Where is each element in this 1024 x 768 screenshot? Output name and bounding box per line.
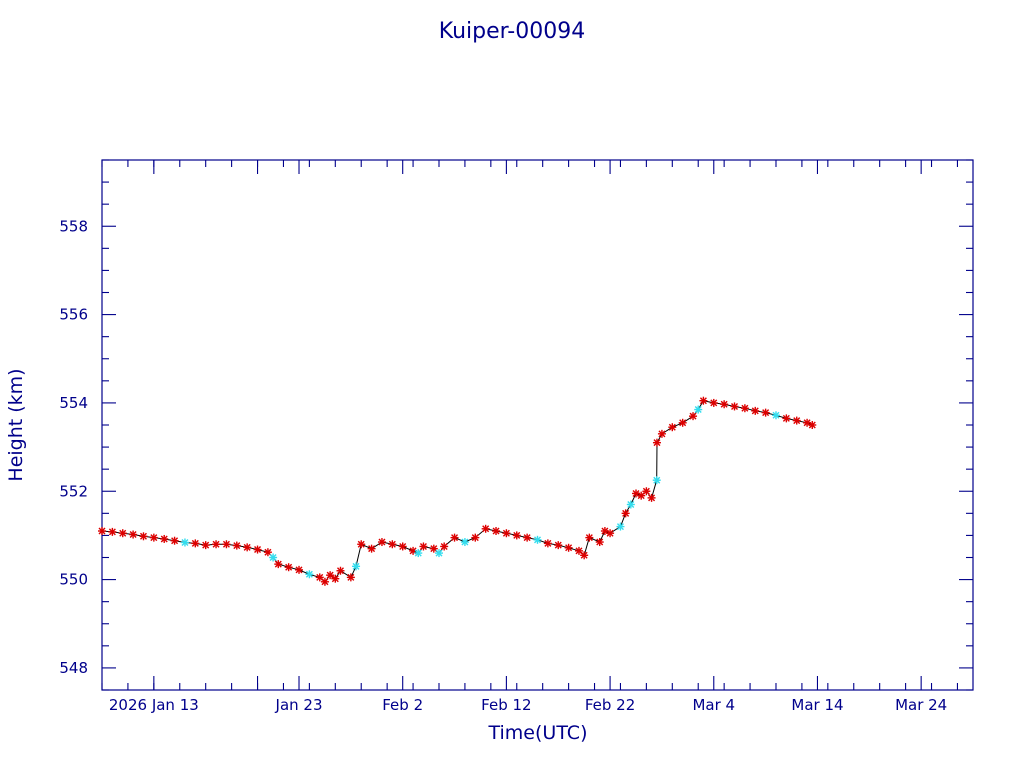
data-point <box>616 522 625 531</box>
data-point <box>212 540 221 549</box>
y-tick-label: 556 <box>59 306 88 324</box>
data-point <box>108 527 117 536</box>
data-point <box>502 529 511 538</box>
x-tick-label: Mar 24 <box>895 696 947 714</box>
data-point <box>782 414 791 423</box>
data-point <box>180 538 189 547</box>
data-point <box>331 574 340 583</box>
data-point <box>689 412 698 421</box>
data-point <box>367 544 376 553</box>
y-tick-label: 558 <box>59 217 88 235</box>
x-tick-label: Jan 23 <box>275 696 323 714</box>
data-point <box>284 563 293 572</box>
data-point <box>652 438 661 447</box>
data-point <box>512 531 521 540</box>
data-point <box>492 527 501 535</box>
data-point <box>709 398 718 407</box>
data-point <box>740 404 749 413</box>
data-point <box>336 566 345 575</box>
data-point <box>652 476 661 485</box>
data-point <box>269 553 278 562</box>
data-point <box>129 530 138 539</box>
x-tick-label: Mar 4 <box>692 696 735 714</box>
data-point <box>792 416 801 425</box>
y-tick-label: 554 <box>59 394 88 412</box>
axis-ticks <box>101 159 973 691</box>
data-point <box>419 542 428 551</box>
data-point <box>243 543 252 552</box>
x-tick-label: Feb 2 <box>382 696 423 714</box>
data-point <box>232 541 241 550</box>
series-line <box>101 400 813 583</box>
data-point <box>481 524 490 533</box>
data-point <box>606 529 615 538</box>
data-point <box>694 405 703 414</box>
y-tick-label: 552 <box>59 482 88 500</box>
x-axis-label: Time(UTC) <box>488 722 588 744</box>
data-point <box>326 571 335 580</box>
data-point <box>191 539 200 548</box>
data-point <box>751 406 760 415</box>
data-point <box>201 541 210 550</box>
data-point <box>533 535 542 544</box>
data-point <box>388 540 397 549</box>
data-point <box>626 500 635 509</box>
data-point <box>377 538 386 547</box>
x-tick-label: Feb 22 <box>585 696 635 714</box>
data-point <box>720 400 729 409</box>
data-point <box>523 533 532 542</box>
x-tick-label: Feb 12 <box>481 696 531 714</box>
data-point <box>678 418 687 427</box>
data-point <box>346 573 355 582</box>
data-point <box>170 536 179 545</box>
data-point <box>149 533 158 542</box>
data-point <box>450 533 459 542</box>
x-tick-label: 2026 Jan 13 <box>109 696 199 714</box>
tick-labels: 548 550 552 554 556 558 2026 Jan 13 Jan 23 Feb 2… <box>59 217 947 714</box>
data-point <box>471 533 480 542</box>
y-tick-label: 550 <box>59 571 88 589</box>
data-point <box>160 534 169 543</box>
data-point <box>460 538 469 547</box>
data-point <box>580 551 589 560</box>
data-point <box>263 548 272 557</box>
data-point <box>305 570 314 579</box>
data-point <box>295 565 304 574</box>
data-point <box>434 549 443 558</box>
data-point <box>253 545 262 554</box>
y-axis-label: Height (km) <box>5 368 27 481</box>
data-point <box>642 487 651 496</box>
data-point <box>657 429 666 438</box>
plot-area <box>98 396 817 586</box>
chart-title: Kuiper-00094 <box>439 19 585 44</box>
data-point <box>564 543 573 552</box>
data-point <box>668 423 677 432</box>
data-point <box>440 542 449 551</box>
data-point <box>222 540 231 549</box>
data-point <box>357 540 366 549</box>
plot-frame <box>101 159 974 691</box>
data-point <box>543 539 552 548</box>
data-point <box>554 541 563 550</box>
data-point <box>699 396 708 405</box>
data-point <box>320 577 329 586</box>
data-point <box>808 421 817 429</box>
data-point <box>771 411 780 420</box>
data-point <box>98 527 106 535</box>
data-point <box>118 529 127 538</box>
data-point <box>761 408 770 417</box>
data-point <box>274 560 283 569</box>
data-point <box>585 533 594 542</box>
data-point <box>730 402 739 411</box>
data-point <box>621 509 630 518</box>
data-point <box>139 532 148 541</box>
y-tick-label: 548 <box>59 659 88 677</box>
x-tick-label: Mar 14 <box>791 696 843 714</box>
data-point <box>647 493 656 502</box>
data-point <box>595 538 604 547</box>
data-point <box>414 549 423 558</box>
data-point <box>352 562 361 571</box>
data-point <box>398 542 407 551</box>
